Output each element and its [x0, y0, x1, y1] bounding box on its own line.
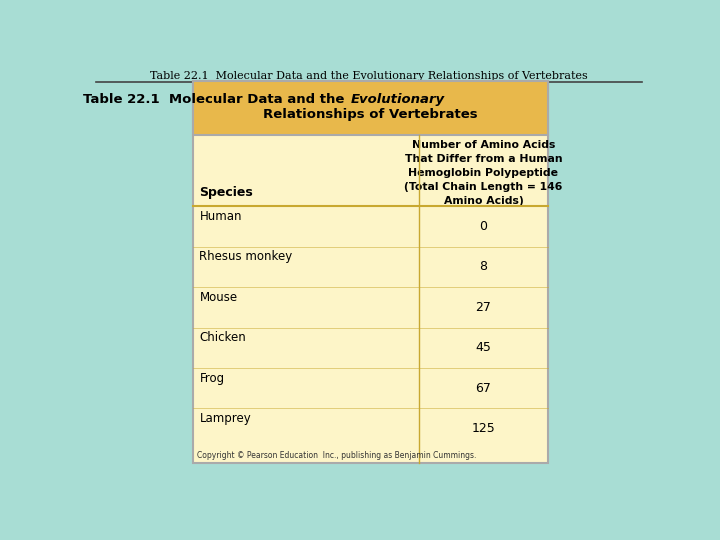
Text: Copyright © Pearson Education  Inc., publishing as Benjamin Cummings.: Copyright © Pearson Education Inc., publ…	[197, 450, 477, 460]
Text: Human: Human	[199, 210, 242, 223]
Text: 125: 125	[472, 422, 495, 435]
Text: Relationships of Vertebrates: Relationships of Vertebrates	[263, 108, 477, 121]
Text: 8: 8	[480, 260, 487, 273]
Text: 0: 0	[480, 220, 487, 233]
Text: Table 22.1  Molecular Data and the Evolutionary Relationships of Vertebrates: Table 22.1 Molecular Data and the Evolut…	[150, 71, 588, 81]
Text: Evolutionary: Evolutionary	[351, 93, 445, 106]
Text: Rhesus monkey: Rhesus monkey	[199, 250, 292, 263]
Text: Mouse: Mouse	[199, 291, 238, 303]
Text: 27: 27	[475, 301, 491, 314]
Text: Chicken: Chicken	[199, 331, 246, 344]
Text: Number of Amino Acids
That Differ from a Human
Hemoglobin Polypeptide
(Total Cha: Number of Amino Acids That Differ from a…	[404, 140, 562, 206]
Bar	[193, 82, 547, 463]
Text: 45: 45	[475, 341, 491, 354]
Text: Species: Species	[199, 186, 253, 199]
Text: Table 22.1  Molecular Data and the: Table 22.1 Molecular Data and the	[83, 93, 348, 106]
Text: 67: 67	[475, 382, 491, 395]
Bar	[193, 82, 547, 136]
Text: Frog: Frog	[199, 372, 225, 384]
Text: Lamprey: Lamprey	[199, 412, 251, 425]
